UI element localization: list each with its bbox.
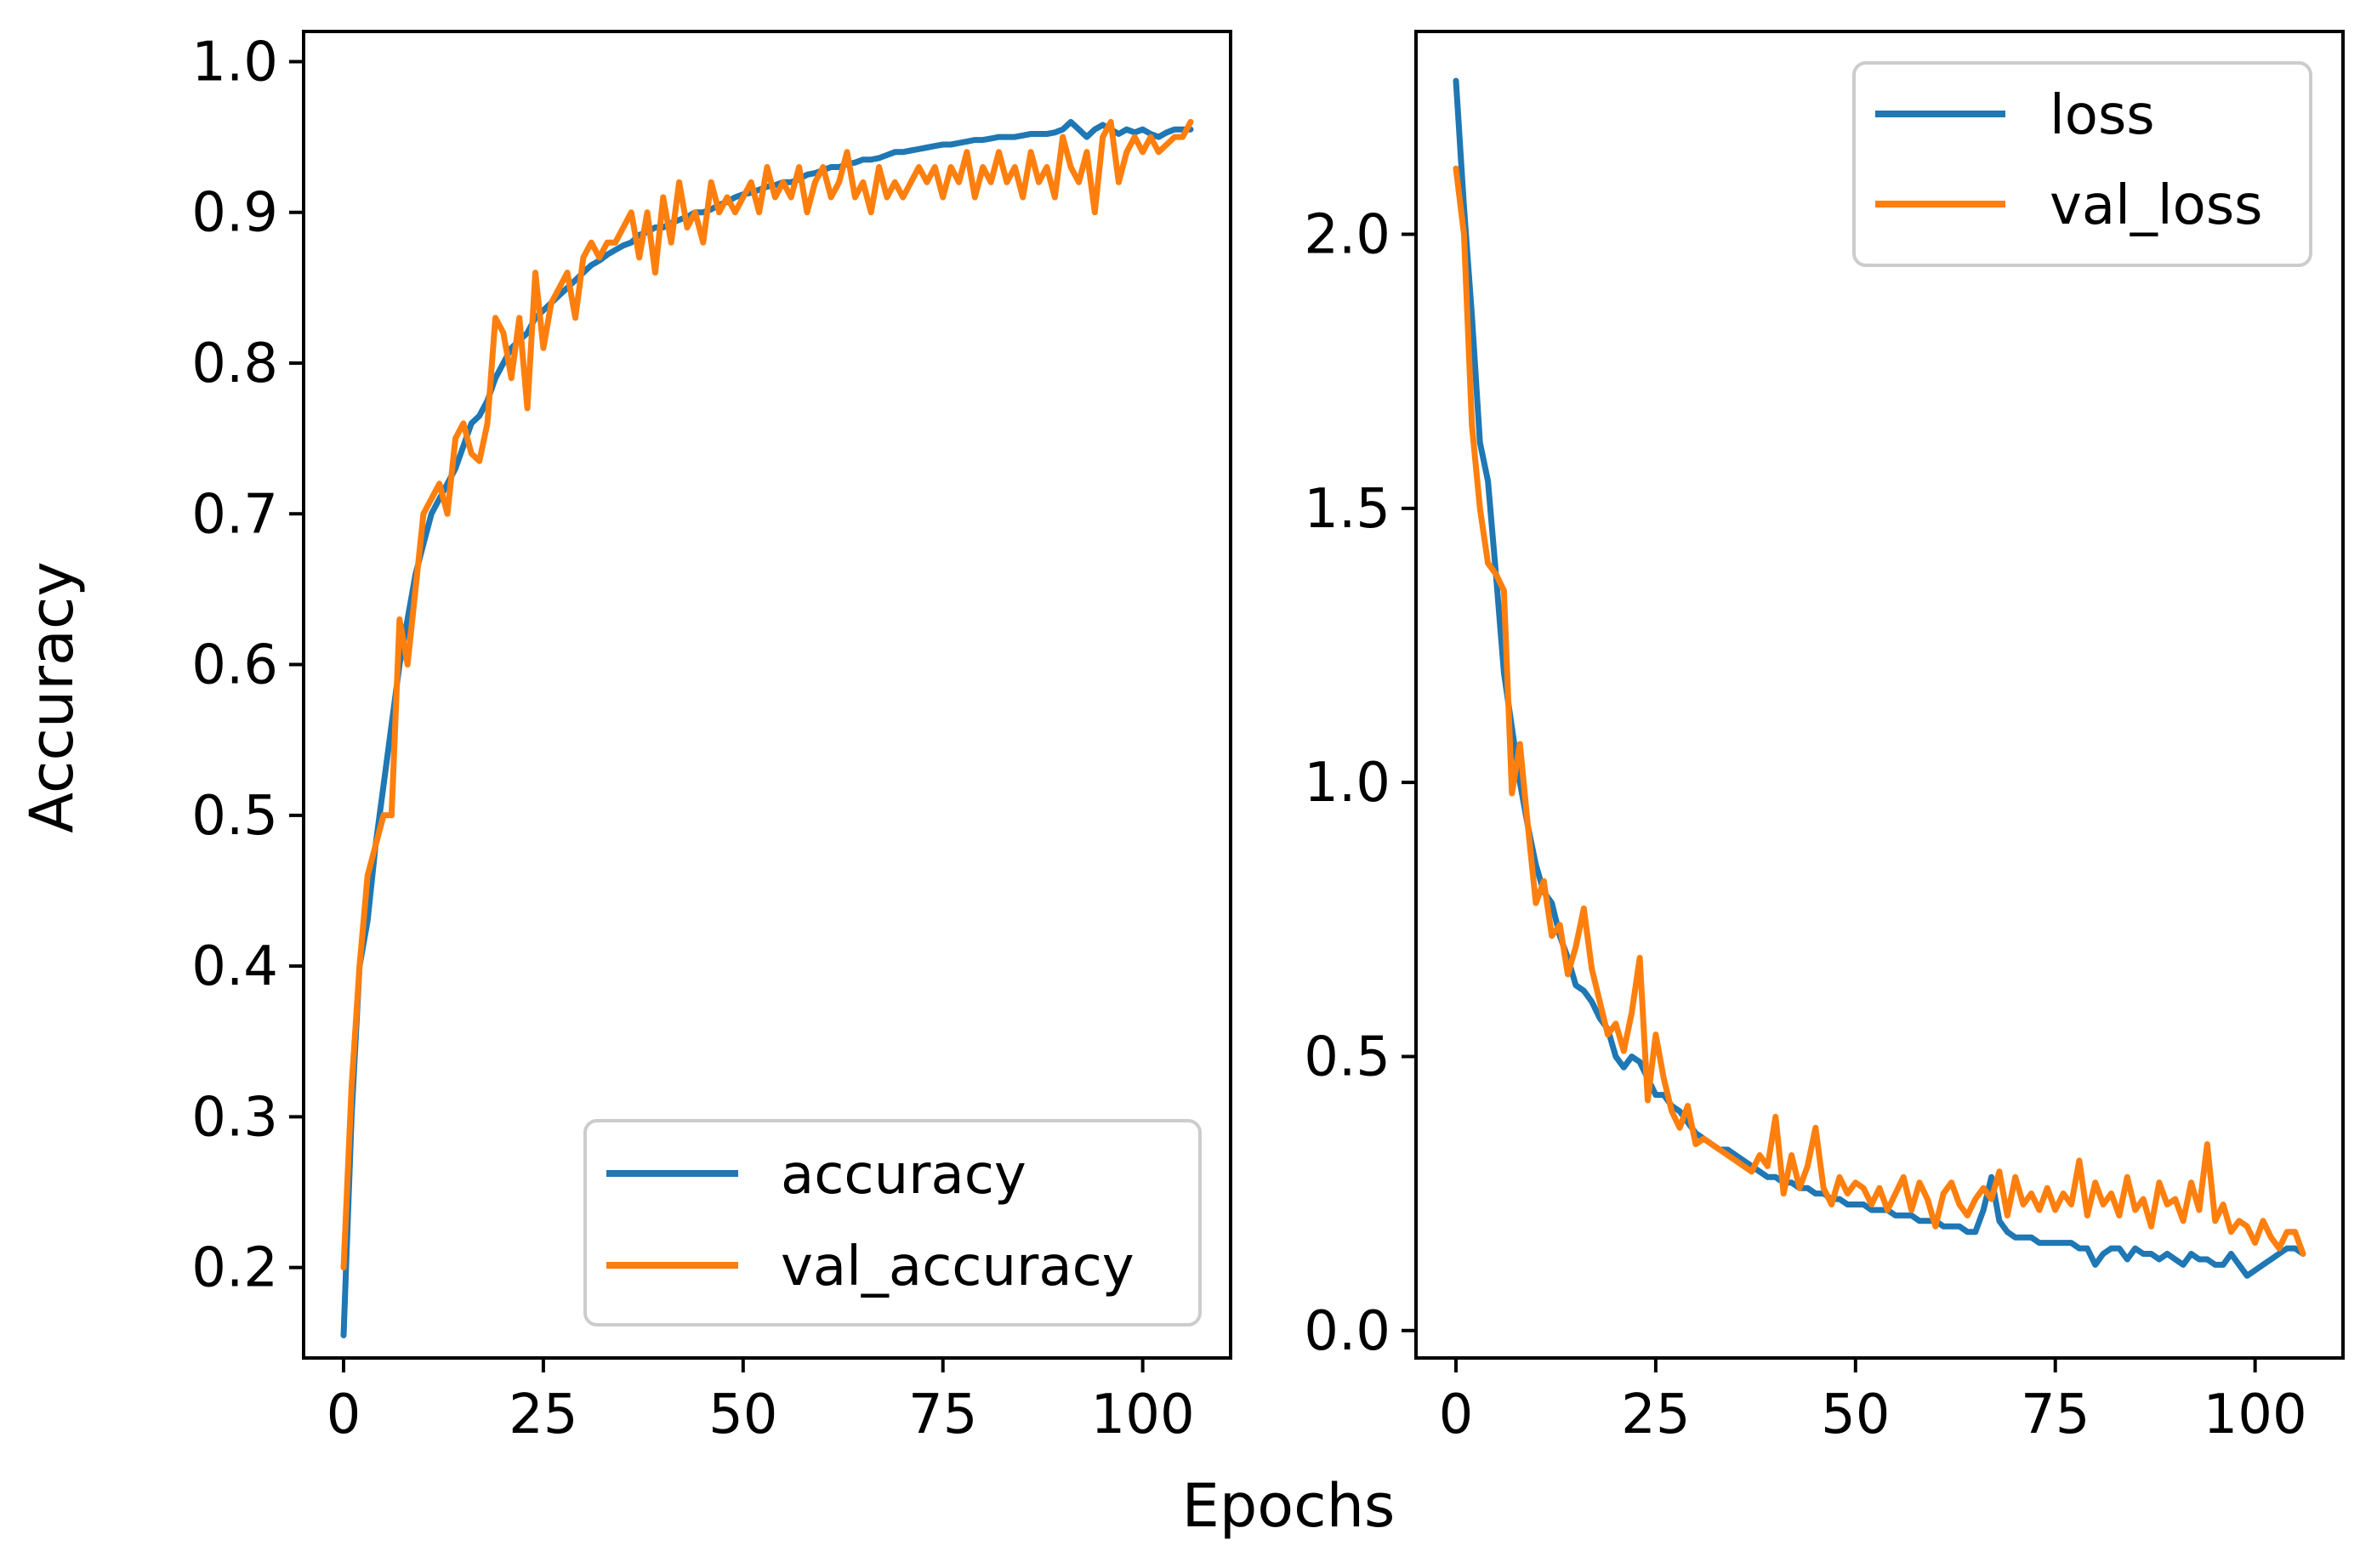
loss-y-tick-label: 0.0 (1304, 1300, 1390, 1363)
accuracy-y-tick-label: 1.0 (191, 31, 278, 94)
accuracy-x-tick-label: 75 (908, 1383, 977, 1446)
legend-label-val-loss: val_loss (2050, 174, 2263, 237)
accuracy-y-tick-label: 0.8 (191, 332, 278, 395)
series-line-val-loss (1453, 165, 2306, 1257)
accuracy-y-tick-label: 0.9 (191, 182, 278, 245)
loss-y-tick-label: 1.0 (1304, 752, 1390, 815)
accuracy-chart: 0 25 50 75 100 0.2 0.3 0.4 0.5 0.6 0.7 0.8 0.9 1.0 ac… (191, 30, 1232, 1446)
loss-x-tick-label: 0 (1439, 1383, 1474, 1446)
series-line-loss (1453, 77, 2306, 1279)
accuracy-y-tick-label: 0.5 (191, 785, 278, 848)
loss-plot-frame (1414, 30, 2345, 1360)
accuracy-x-tick-label: 0 (327, 1383, 361, 1446)
accuracy-y-tick-label: 0.2 (191, 1237, 278, 1300)
accuracy-y-tick-label: 0.4 (191, 935, 278, 998)
loss-ticks-layer: 0 25 50 75 100 0.0 0.5 1.0 1.5 2.0 (1304, 204, 2306, 1446)
accuracy-x-tick-label: 100 (1091, 1383, 1195, 1446)
accuracy-y-tick-label: 0.6 (191, 634, 278, 697)
accuracy-x-tick-label: 50 (708, 1383, 777, 1446)
loss-x-tick-label: 100 (2204, 1383, 2307, 1446)
legend-label-val-accuracy: val_accuracy (781, 1236, 1135, 1298)
x-axis-title: Epochs (1182, 1471, 1396, 1541)
loss-legend: loss val_loss (1852, 61, 2312, 267)
accuracy-y-tick-label: 0.7 (191, 483, 278, 546)
loss-x-tick-label: 50 (1821, 1383, 1890, 1446)
series-line-accuracy (340, 118, 1194, 1338)
accuracy-series-layer (340, 118, 1194, 1338)
legend-label-loss: loss (2050, 84, 2155, 147)
loss-chart: 0 25 50 75 100 0.0 0.5 1.0 1.5 2.0 loss val_loss (1304, 30, 2345, 1446)
series-line-val-accuracy (340, 118, 1194, 1271)
accuracy-legend: accuracy val_accuracy (583, 1119, 1202, 1327)
loss-x-tick-label: 75 (2021, 1383, 2090, 1446)
loss-series-layer (1453, 77, 2306, 1279)
legend-label-accuracy: accuracy (781, 1144, 1026, 1207)
loss-y-tick-label: 0.5 (1304, 1025, 1390, 1088)
loss-y-tick-label: 2.0 (1304, 204, 1390, 267)
accuracy-y-tick-label: 0.3 (191, 1086, 278, 1149)
accuracy-legend-box (583, 1119, 1202, 1327)
y-axis-title: Accuracy (17, 561, 87, 833)
accuracy-x-tick-label: 25 (509, 1383, 577, 1446)
loss-x-tick-label: 25 (1621, 1383, 1690, 1446)
accuracy-ticks-layer: 0 25 50 75 100 0.2 0.3 0.4 0.5 0.6 0.7 0.8 0.9 1.0 (191, 31, 1194, 1446)
accuracy-plot-frame (302, 30, 1232, 1360)
loss-y-tick-label: 1.5 (1304, 478, 1390, 541)
